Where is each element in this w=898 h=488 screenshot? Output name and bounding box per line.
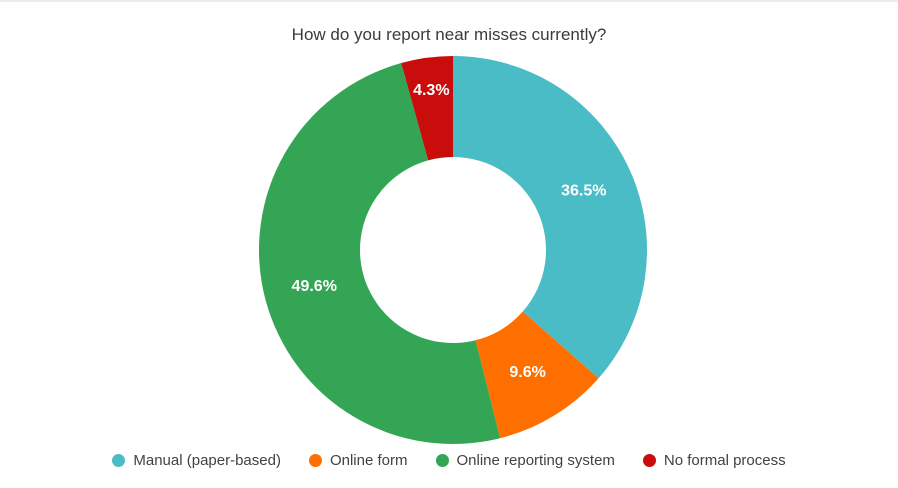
pie-slice-manual-paper-based[interactable]	[453, 56, 647, 379]
pie-slice-online-form[interactable]	[475, 311, 599, 439]
slice-value-label-manual-paper-based: 36.5%	[561, 182, 606, 199]
slice-value-label-no-formal-process: 4.3%	[413, 82, 449, 99]
legend-label-online-reporting-system: Online reporting system	[456, 451, 615, 469]
legend-swatch-online-form	[308, 453, 322, 467]
legend-swatch-manual-paper-based	[112, 453, 126, 467]
pie-slice-no-formal-process[interactable]	[401, 56, 453, 161]
legend-label-online-form: Online form	[329, 451, 408, 469]
pie-slice-online-reporting-system[interactable]	[259, 63, 501, 444]
legend-swatch-online-reporting-system	[435, 453, 449, 467]
chart-title: How do you report near misses currently?	[291, 25, 607, 44]
top-edge-line	[0, 0, 898, 2]
legend-item-online-form[interactable]: Online form	[308, 451, 408, 469]
legend-item-no-formal-process[interactable]: No formal process	[642, 451, 786, 469]
chart-legend: Manual (paper-based) Online form Online re…	[0, 448, 898, 472]
slice-value-label-online-form: 9.6%	[509, 364, 545, 381]
legend-item-manual-paper-based[interactable]: Manual (paper-based)	[112, 452, 281, 469]
legend-label-no-formal-process: No formal process	[663, 451, 786, 469]
slice-value-label-online-reporting-system: 49.6%	[292, 278, 337, 295]
legend-item-online-reporting-system[interactable]: Online reporting system	[435, 451, 615, 469]
legend-swatch-no-formal-process	[642, 453, 656, 467]
legend-label-manual-paper-based: Manual (paper-based)	[133, 451, 281, 469]
